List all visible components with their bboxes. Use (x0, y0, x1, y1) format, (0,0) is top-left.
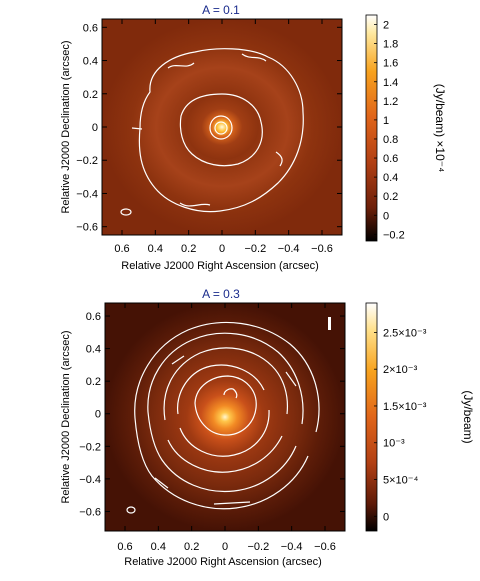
panel-2-contour-4 (163, 347, 289, 473)
panel-2-contour-fringe (154, 355, 297, 505)
y-tick-label: −0.6 (76, 222, 98, 234)
colorbar-tick-label: 2 (383, 20, 389, 32)
y-tick-label: 0.6 (83, 22, 98, 34)
panel-1-beam (120, 208, 132, 216)
colorbar-tick-label: 1.4 (383, 77, 398, 89)
y-tick-label: 0.2 (86, 376, 101, 388)
panel-2: A = 0.3 0.6 0.4 0.2 0 −0.2 −0.4 −0.60.60.40.20… (60, 287, 475, 568)
y-tick-label: 0 (95, 409, 101, 421)
x-tick-label: −0.2 (247, 541, 269, 553)
panel-2-colorbar-label: (Jy/beam) (461, 390, 475, 443)
panel-1-colorbar-ticks: 2 1.8 1.6 1.4 1.2 1 0.8 0.6 0.4 0.2 0 −0.2 (374, 20, 405, 241)
y-tick-label: 0 (92, 122, 98, 134)
colorbar-tick-label: 0.4 (383, 172, 398, 184)
colorbar-tick-label: 2.5×10⁻³ (383, 327, 427, 339)
panel-2-contour-1 (223, 388, 238, 399)
colorbar-tick-label: 10⁻³ (383, 438, 405, 450)
x-tick-label: 0.6 (114, 243, 129, 255)
panel-1-colorbar-label: (Jy/beam) ×10⁻⁴ (433, 84, 447, 173)
colorbar-tick-label: −0.2 (383, 229, 405, 241)
colorbar-tick-label: 0.2 (383, 191, 398, 203)
colorbar-tick-label: 0 (383, 210, 389, 222)
y-tick-label: −0.4 (79, 474, 101, 486)
x-tick-label: 0.6 (117, 541, 132, 553)
panel-2-colorbar-ticks: 2.5×10⁻³ 2×10⁻³ 1.5×10⁻³ 10⁻³ 5×10⁻⁴ 0 (374, 327, 427, 523)
colorbar-tick-label: 0.6 (383, 153, 398, 165)
panel-1-axis-ticks: 0.6 0.4 0.2 0 −0.2 −0.4 −0.6 0.6 0.4 0.2 0 −0.2 −0.4… (76, 19, 342, 255)
panel-2-ylabel: Relative J2000 Declination (arcsec) (60, 330, 72, 503)
panel-1-title: A = 0.1 (202, 3, 240, 17)
y-tick-label: −0.4 (76, 188, 98, 200)
x-tick-label: 0.4 (148, 243, 163, 255)
panel-1-contour-middle (179, 93, 263, 167)
panel-2-contour-3 (176, 364, 270, 457)
panel-2-contours (126, 321, 320, 514)
x-tick-label: −0.4 (281, 541, 303, 553)
panel-1-image (102, 19, 342, 235)
colorbar-tick-label: 1.6 (383, 58, 398, 70)
colorbar-tick-label: 2×10⁻³ (383, 364, 418, 376)
colorbar-tick-label: 0 (383, 511, 389, 523)
x-tick-label: −0.2 (244, 243, 266, 255)
panel-2-xlabel: Relative J2000 Right Ascension (arcsec) (124, 556, 321, 568)
panel-1-contour-peak (214, 121, 228, 135)
panel-1-contour-inner (209, 115, 233, 140)
colorbar-tick-label: 5×10⁻⁴ (383, 475, 419, 487)
panel-1-ylabel: Relative J2000 Declination (arcsec) (60, 40, 72, 213)
panel-1-contour-outer-fringe (131, 53, 283, 207)
x-tick-label: −0.6 (314, 541, 336, 553)
y-tick-label: 0.6 (86, 311, 101, 323)
x-tick-label: 0.4 (151, 541, 166, 553)
y-tick-label: −0.2 (79, 441, 101, 453)
colorbar-tick-label: 0.8 (383, 134, 398, 146)
x-tick-label: −0.6 (311, 243, 333, 255)
x-tick-label: 0 (222, 541, 228, 553)
y-tick-label: 0.4 (83, 56, 98, 68)
colorbar-tick-label: 1.5×10⁻³ (383, 401, 427, 413)
x-tick-label: 0.2 (184, 541, 199, 553)
panel-2-title: A = 0.3 (202, 287, 240, 301)
panel-2-colorbar (365, 302, 378, 532)
panel-2-marker (328, 317, 331, 330)
panel-1-contour-outer (138, 48, 304, 213)
panel-2-beam (126, 506, 136, 514)
x-tick-label: 0.2 (181, 243, 196, 255)
panel-1: A = 0.1 0.6 0.4 0.2 0 −0.2 −0.4 −0.60.60.40.20… (60, 3, 447, 272)
colorbar-tick-label: 1.8 (383, 39, 398, 51)
panel-2-contour-2 (194, 375, 257, 436)
panel-2-axis-ticks: 0.6 0.4 0.2 0 −0.2 −0.4 −0.6 0.6 0.4 0.2 0 −0.2 −0.4… (79, 303, 345, 553)
panel-2-image (105, 303, 345, 531)
y-tick-label: 0.2 (83, 89, 98, 101)
y-tick-label: −0.6 (79, 506, 101, 518)
colorbar-tick-label: 1.2 (383, 96, 398, 108)
colorbar-tick-label: 1 (383, 115, 389, 127)
panel-2-contour-5 (147, 332, 304, 493)
x-tick-label: −0.4 (278, 243, 300, 255)
y-tick-label: −0.2 (76, 155, 98, 167)
y-tick-label: 0.4 (86, 344, 101, 356)
panel-1-contours (120, 48, 304, 216)
x-tick-label: 0 (219, 243, 225, 255)
panel-2-contour-6 (134, 321, 320, 510)
panel-1-xlabel: Relative J2000 Right Ascension (arcsec) (121, 260, 318, 272)
panel-1-colorbar (365, 14, 378, 242)
